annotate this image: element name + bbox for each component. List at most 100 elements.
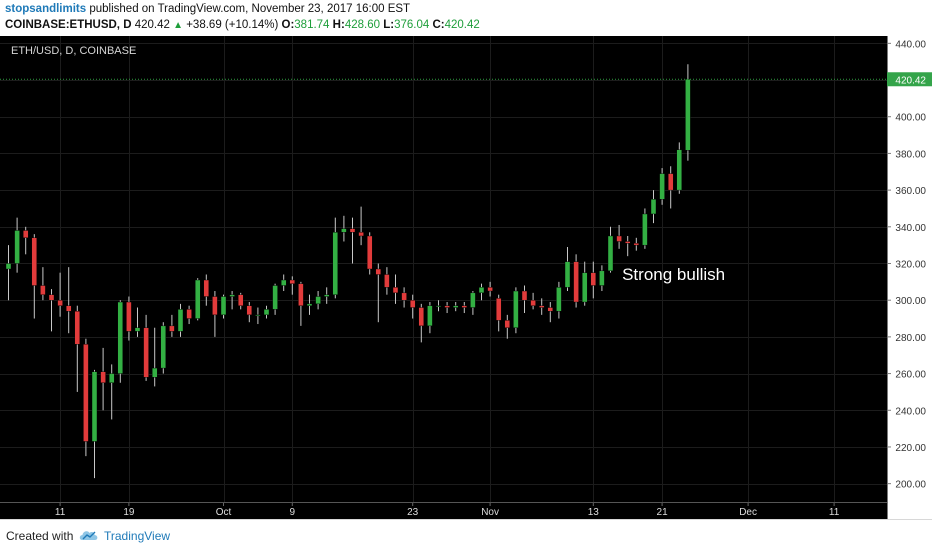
candle-body-33 bbox=[289, 279, 295, 284]
candle-body-22 bbox=[194, 279, 201, 319]
candle-body-51 bbox=[444, 305, 450, 308]
candle-body-39 bbox=[341, 228, 347, 233]
candle-body-42 bbox=[367, 235, 373, 270]
candle-46 bbox=[401, 287, 407, 308]
candle-45 bbox=[392, 274, 399, 304]
x-tick-label-8: Dec bbox=[739, 507, 757, 518]
time-axis: 11 19 Oct 9 23 Nov 13 21 Dec 11 bbox=[55, 502, 840, 518]
candle-body-68 bbox=[590, 272, 596, 286]
y-tick-label-12: 440.00 bbox=[895, 39, 926, 50]
publisher-link[interactable]: stopsandlimits bbox=[5, 3, 87, 15]
up-arrow-icon: ▲ bbox=[173, 20, 184, 31]
candle-body-13 bbox=[117, 301, 124, 374]
candle-body-24 bbox=[212, 296, 218, 316]
candle-body-40 bbox=[349, 228, 356, 233]
high-value: 428.60 bbox=[344, 19, 380, 31]
candle-43 bbox=[375, 263, 381, 323]
candle-14 bbox=[126, 296, 132, 341]
candle-19 bbox=[169, 314, 175, 337]
candle-body-38 bbox=[332, 232, 338, 295]
candle-body-32 bbox=[281, 279, 287, 286]
candle-9 bbox=[83, 338, 89, 457]
low-value: 376.04 bbox=[394, 19, 430, 31]
last-price-tag-label: 420.42 bbox=[895, 75, 926, 86]
candle-25 bbox=[220, 294, 227, 319]
candle-68 bbox=[590, 261, 596, 299]
candle-body-47 bbox=[410, 299, 416, 308]
candle-76 bbox=[659, 168, 665, 205]
candle-body-5 bbox=[48, 294, 55, 301]
candle-41 bbox=[358, 206, 364, 246]
candle-30 bbox=[263, 305, 270, 319]
candle-body-60 bbox=[521, 290, 528, 301]
candle-36 bbox=[315, 291, 321, 310]
candle-49 bbox=[427, 302, 433, 334]
x-tick-label-7: 21 bbox=[657, 507, 669, 518]
candle-body-63 bbox=[547, 307, 553, 312]
candle-37 bbox=[324, 287, 330, 304]
chart-plot-background bbox=[0, 36, 887, 519]
y-tick-label-4: 280.00 bbox=[895, 333, 926, 344]
candle-60 bbox=[521, 285, 528, 314]
candle-77 bbox=[668, 166, 674, 209]
y-tick-label-0: 200.00 bbox=[895, 480, 926, 491]
candle-57 bbox=[496, 294, 502, 332]
candle-53 bbox=[461, 302, 467, 314]
candle-64 bbox=[556, 281, 562, 319]
candle-body-21 bbox=[186, 309, 192, 319]
candle-body-37 bbox=[324, 294, 330, 297]
candle-body-59 bbox=[513, 290, 519, 328]
close-label: C: bbox=[432, 19, 445, 31]
candle-body-52 bbox=[453, 305, 459, 308]
candle-1 bbox=[14, 217, 20, 273]
candle-body-46 bbox=[401, 292, 407, 301]
candle-body-45 bbox=[392, 287, 399, 294]
y-tick-label-2: 240.00 bbox=[895, 406, 926, 417]
candle-body-54 bbox=[470, 292, 476, 308]
candle-body-43 bbox=[375, 268, 381, 275]
candle-body-3 bbox=[31, 237, 37, 286]
candle-44 bbox=[384, 267, 390, 295]
published-text: published on TradingView.com, November 2… bbox=[89, 3, 411, 15]
candle-body-18 bbox=[160, 325, 167, 369]
candle-body-58 bbox=[504, 320, 510, 328]
candle-12 bbox=[108, 364, 115, 420]
open-label: O: bbox=[281, 19, 295, 31]
candle-body-4 bbox=[40, 285, 46, 295]
tradingview-cloud-icon bbox=[79, 531, 98, 540]
candle-body-78 bbox=[676, 149, 682, 191]
quote-line: COINBASE:ETHUSD, D 420.42 ▲ +38.69 (+10.… bbox=[5, 19, 480, 31]
candle-body-31 bbox=[272, 285, 278, 310]
candle-body-67 bbox=[582, 272, 588, 303]
candle-body-25 bbox=[220, 296, 227, 316]
candles-group bbox=[5, 64, 691, 479]
y-tick-label-3: 260.00 bbox=[895, 370, 926, 381]
x-tick-label-1: 19 bbox=[123, 507, 135, 518]
candle-55 bbox=[478, 283, 485, 301]
candle-body-50 bbox=[435, 305, 442, 307]
candle-body-30 bbox=[263, 309, 270, 316]
candle-13 bbox=[117, 300, 124, 383]
candle-51 bbox=[444, 302, 450, 314]
candle-body-36 bbox=[315, 296, 321, 305]
candle-body-2 bbox=[23, 230, 29, 239]
tradingview-link[interactable]: TradingView bbox=[104, 529, 171, 543]
candle-42 bbox=[367, 232, 373, 275]
candle-61 bbox=[530, 292, 536, 310]
low-label: L: bbox=[383, 19, 395, 31]
x-tick-label-4: 23 bbox=[407, 507, 419, 518]
candle-0 bbox=[5, 245, 12, 301]
candle-17 bbox=[151, 327, 158, 387]
candlestick-chart[interactable]: 200.00 220.00 240.00 260.00 280.00 300.00 320.… bbox=[0, 36, 932, 519]
price-axis-panel bbox=[887, 36, 932, 519]
candle-69 bbox=[599, 265, 605, 292]
candle-body-48 bbox=[418, 307, 424, 327]
candle-body-70 bbox=[607, 235, 614, 272]
y-tick-label-1: 220.00 bbox=[895, 443, 926, 454]
high-label: H: bbox=[332, 19, 345, 31]
time-axis-band bbox=[0, 502, 887, 519]
candle-35 bbox=[306, 294, 313, 315]
candle-31 bbox=[272, 283, 278, 315]
candle-body-10 bbox=[91, 371, 98, 442]
candle-47 bbox=[410, 294, 416, 319]
